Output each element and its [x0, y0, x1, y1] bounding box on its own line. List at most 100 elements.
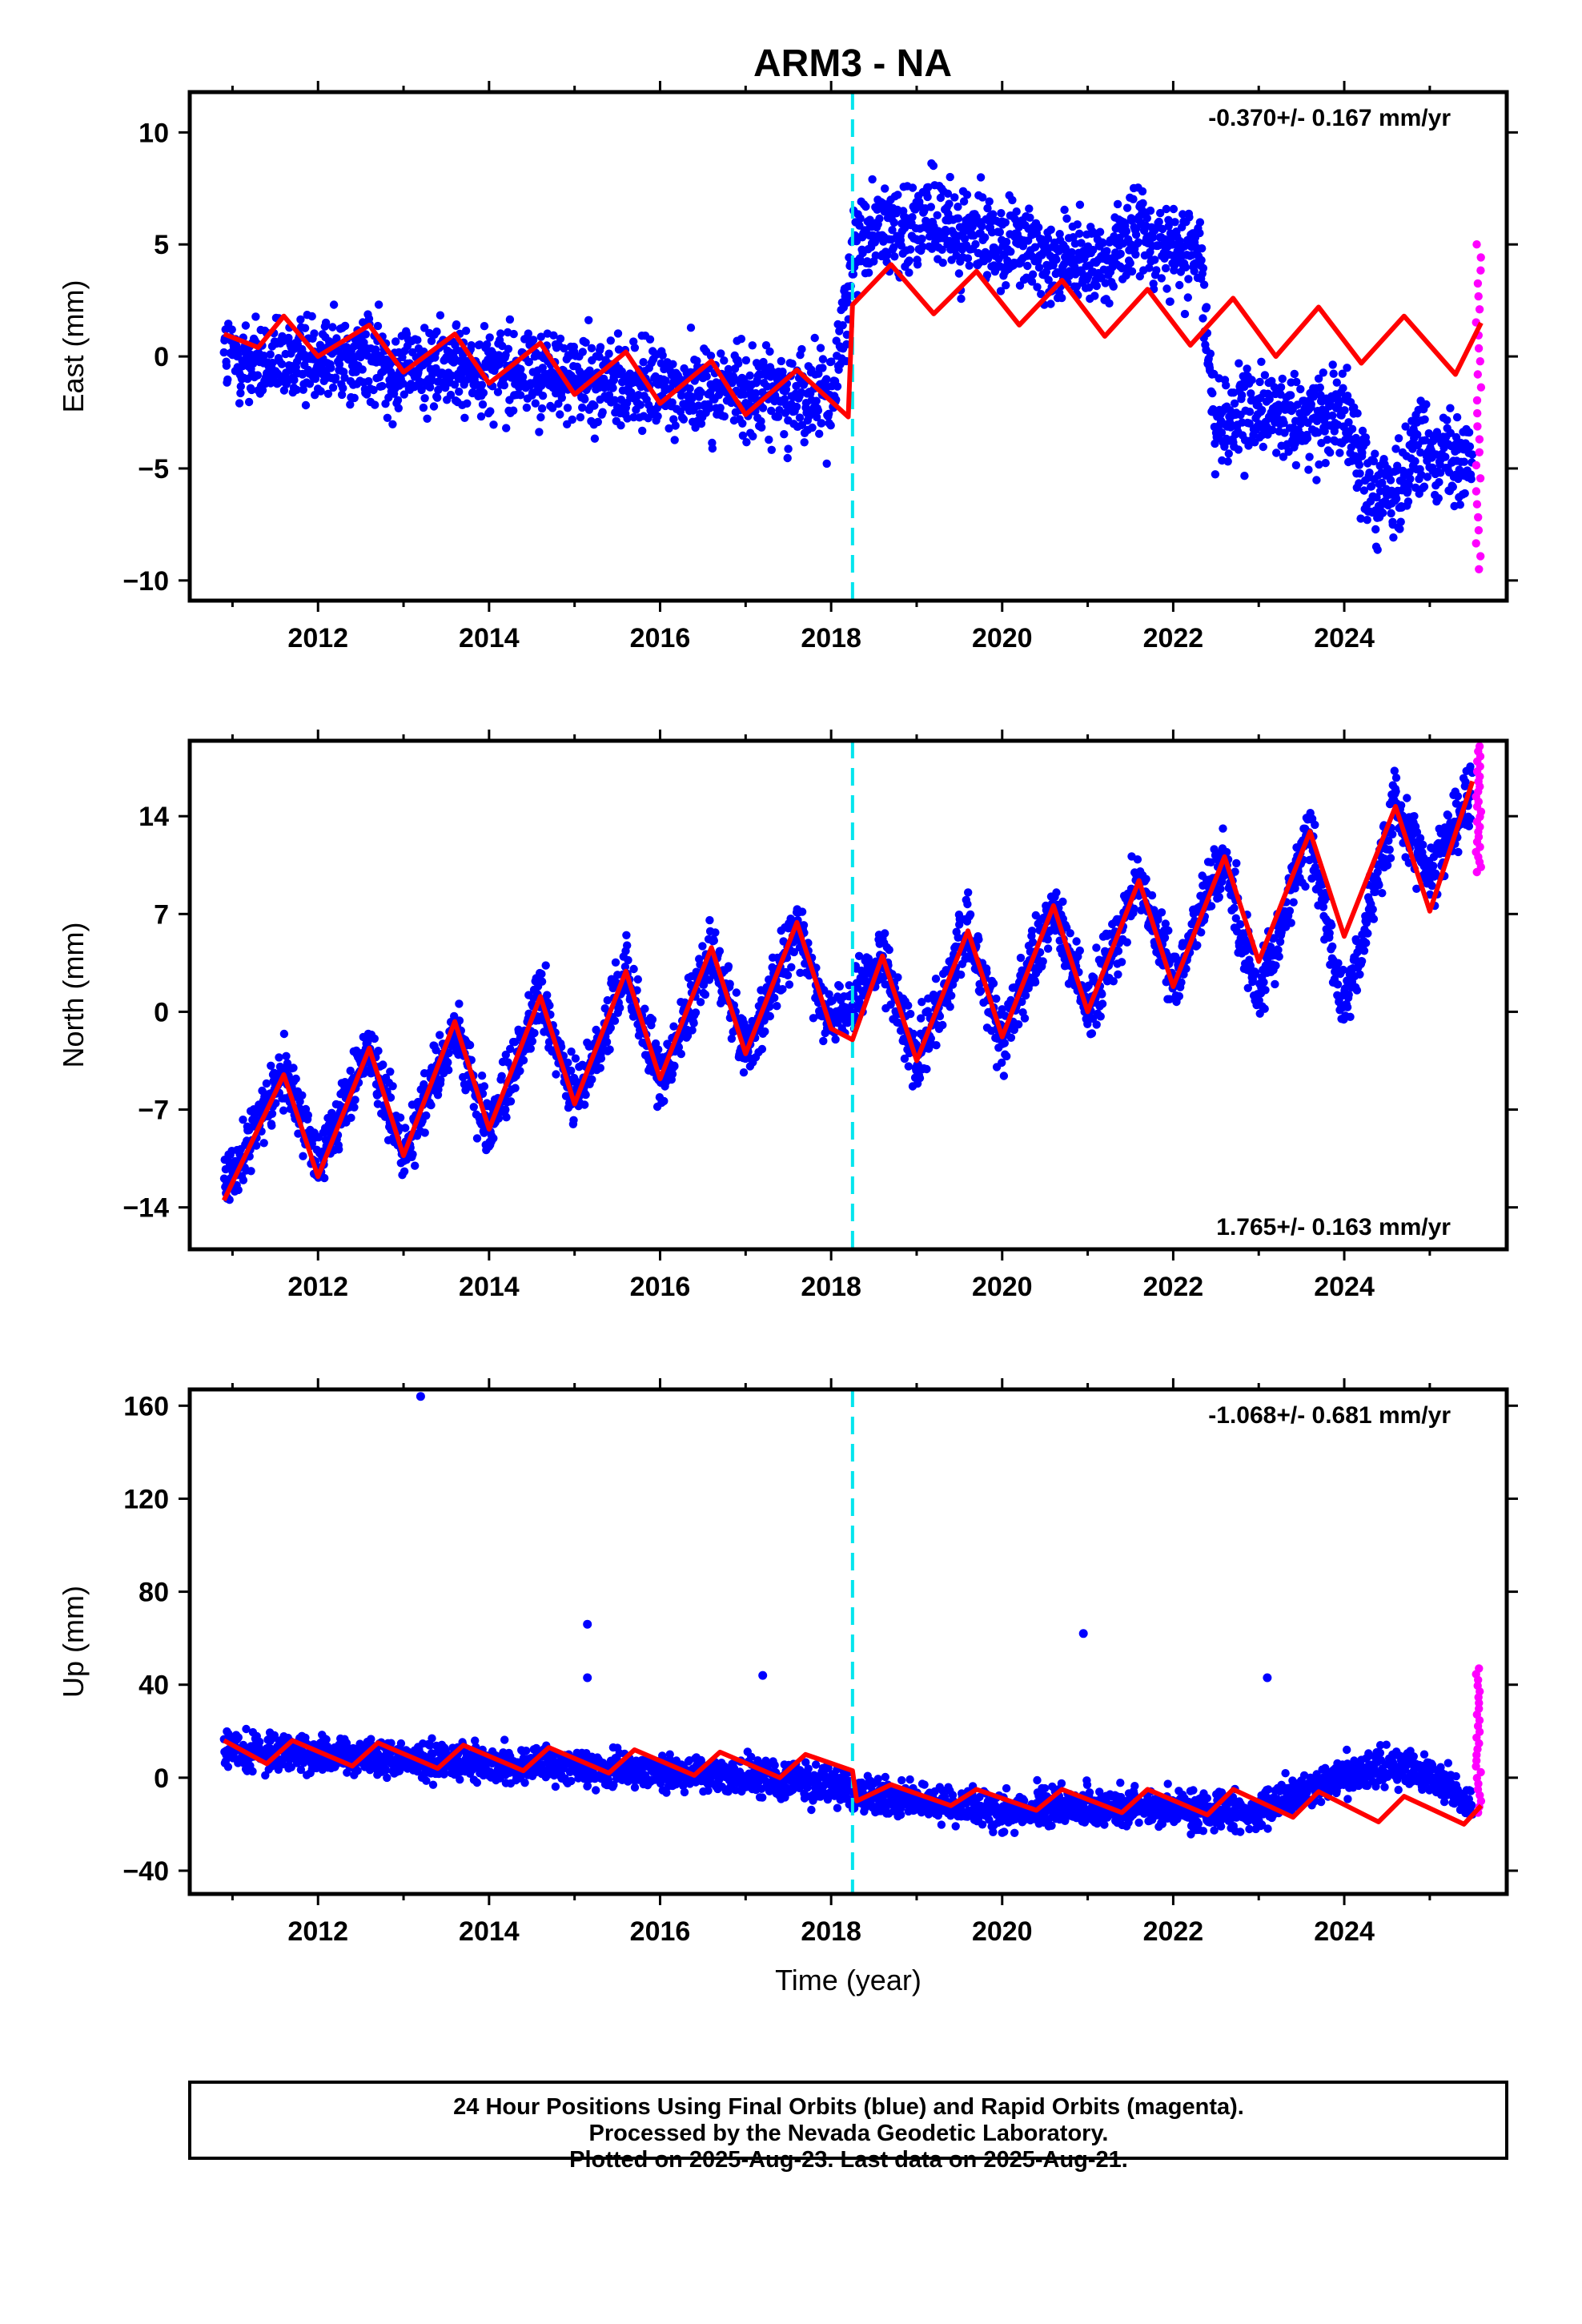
north-final-orbit-point	[727, 1034, 737, 1043]
east-final-orbit-point	[1326, 448, 1335, 457]
east-final-orbit-point	[236, 388, 245, 398]
east-final-orbit-point	[351, 368, 360, 376]
north-final-orbit-point	[320, 1173, 329, 1183]
east-final-orbit-point	[1436, 468, 1445, 477]
north-final-orbit-point	[267, 1061, 275, 1071]
east-final-orbit-point	[808, 423, 817, 432]
east-final-orbit-point	[301, 400, 311, 410]
east-final-orbit-point	[292, 385, 301, 394]
east-rapid-orbit-point	[1474, 292, 1483, 301]
east-final-orbit-point	[1279, 452, 1288, 461]
east-final-orbit-point	[950, 193, 959, 202]
north-final-orbit-point	[699, 980, 709, 990]
east-final-orbit-point	[767, 406, 776, 416]
east-final-orbit-point	[463, 399, 472, 408]
east-final-orbit-point	[251, 312, 260, 321]
east-final-orbit-point	[1234, 445, 1243, 454]
east-final-orbit-point	[865, 215, 874, 224]
east-ytick-label: 5	[154, 230, 169, 260]
north-final-orbit-point	[1291, 884, 1299, 893]
north-final-orbit-point	[252, 1141, 261, 1150]
north-final-orbit-point	[689, 1019, 698, 1027]
north-final-orbit-point	[567, 1066, 576, 1076]
east-final-orbit-point	[1358, 448, 1367, 457]
east-final-orbit-point	[461, 326, 471, 336]
east-final-orbit-point	[697, 419, 706, 428]
east-final-orbit-point	[1460, 457, 1469, 466]
east-final-orbit-point	[434, 385, 443, 395]
east-final-orbit-point	[371, 345, 380, 354]
east-final-orbit-point	[1304, 465, 1313, 474]
north-final-orbit-point	[279, 1029, 289, 1039]
east-final-orbit-point	[1070, 239, 1080, 248]
east-final-orbit-point	[1265, 395, 1274, 404]
east-rapid-orbit-points	[1472, 240, 1486, 573]
east-final-orbit-point	[1175, 280, 1184, 290]
east-final-orbit-point	[1030, 243, 1040, 251]
east-final-orbit-point	[812, 396, 821, 405]
north-final-orbit-point	[789, 947, 798, 957]
east-final-orbit-point	[1287, 391, 1295, 400]
east-final-orbit-point	[1452, 412, 1462, 422]
east-final-orbit-point	[398, 352, 407, 362]
east-final-orbit-point	[480, 322, 489, 331]
east-final-orbit-point	[329, 300, 339, 309]
east-final-orbit-point	[954, 269, 964, 278]
east-final-orbit-point	[685, 384, 694, 393]
north-final-orbit-point	[480, 1082, 489, 1091]
north-final-orbit-point	[909, 1029, 918, 1039]
north-final-orbit-point	[501, 1105, 510, 1114]
north-final-orbit-point	[1027, 927, 1037, 935]
east-final-orbit-point	[875, 214, 884, 223]
east-final-orbit-point	[773, 412, 783, 421]
east-final-orbit-point	[394, 404, 403, 412]
east-final-orbit-point	[452, 320, 461, 329]
east-final-orbit-point	[765, 435, 773, 444]
east-final-orbit-point	[1434, 494, 1443, 503]
north-final-orbit-point	[436, 1076, 445, 1084]
north-final-orbit-point	[886, 1000, 895, 1009]
east-final-orbit-point	[223, 375, 232, 384]
east-final-orbit-point	[1008, 195, 1017, 205]
east-final-orbit-point	[616, 421, 625, 430]
east-final-orbit-point	[321, 318, 331, 328]
north-final-orbit-point	[1096, 1012, 1105, 1021]
east-final-orbit-point	[359, 318, 367, 327]
east-final-orbit-point	[1069, 233, 1078, 242]
east-final-orbit-point	[742, 438, 751, 447]
east-final-orbit-point	[1183, 293, 1193, 302]
east-final-orbit-point	[818, 355, 828, 364]
north-final-orbit-point	[1092, 943, 1101, 952]
east-final-orbit-point	[1468, 450, 1477, 459]
north-final-orbit-point	[854, 951, 864, 961]
north-final-orbit-point	[711, 928, 720, 937]
north-final-orbit-point	[629, 964, 638, 974]
north-final-orbit-point	[1038, 957, 1047, 966]
east-final-orbit-point	[720, 356, 729, 365]
east-final-orbit-point	[1389, 533, 1398, 542]
east-final-orbit-point	[235, 399, 244, 408]
east-rapid-orbit-point	[1473, 422, 1482, 431]
north-final-orbit-point	[796, 968, 805, 978]
north-final-orbit-point	[1215, 892, 1224, 902]
east-final-orbit-point	[1303, 434, 1312, 443]
east-final-orbit-point	[477, 380, 487, 389]
east-final-orbit-point	[1411, 483, 1420, 493]
east-final-orbit-point	[1446, 404, 1455, 412]
north-final-orbit-point	[506, 1097, 516, 1106]
east-final-orbit-point	[822, 459, 831, 468]
east-final-orbit-point	[247, 385, 256, 395]
east-final-orbit-point	[797, 420, 807, 429]
north-final-orbit-point	[262, 1079, 271, 1088]
north-final-orbit-point	[552, 1070, 560, 1079]
north-final-orbit-point	[1122, 938, 1132, 947]
north-final-orbit-point	[605, 1045, 614, 1054]
east-final-orbit-point	[708, 444, 717, 453]
east-final-orbit-point	[1396, 517, 1405, 526]
north-final-orbit-point	[386, 1093, 396, 1102]
north-final-orbit-point	[1325, 929, 1334, 938]
east-final-orbit-point	[1134, 238, 1143, 247]
east-final-orbit-point	[1037, 290, 1046, 299]
east-final-orbit-point	[724, 364, 733, 374]
east-final-orbit-point	[1320, 427, 1329, 436]
